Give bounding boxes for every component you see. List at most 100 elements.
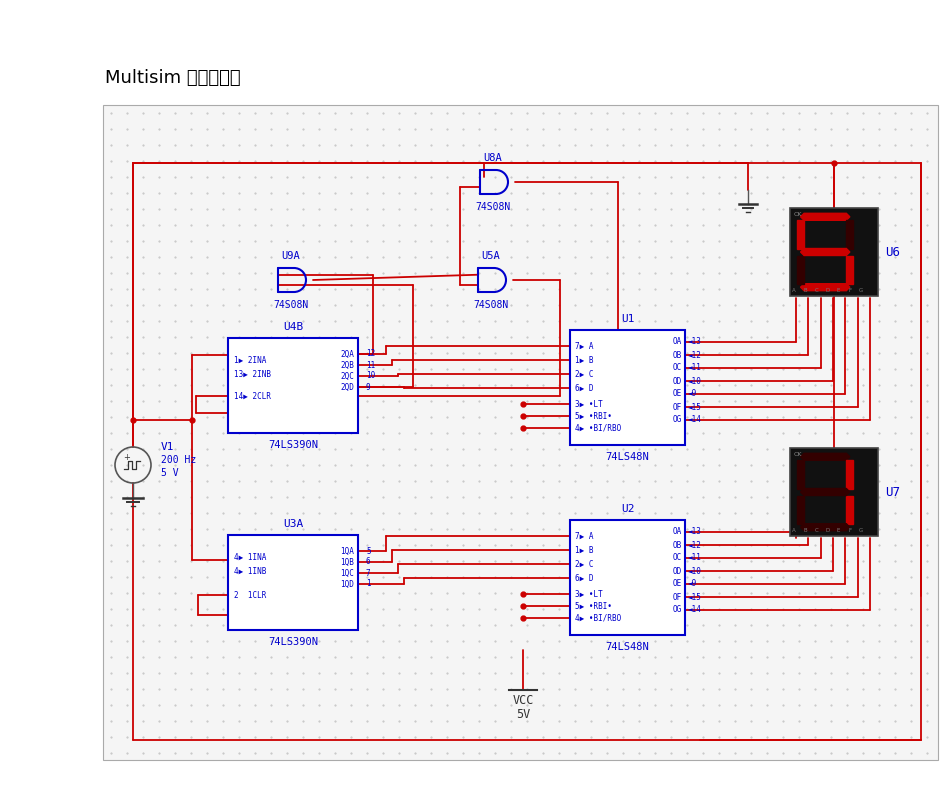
Text: 2  1CLR: 2 1CLR	[234, 591, 266, 599]
Polygon shape	[846, 461, 852, 488]
Text: 1QD: 1QD	[340, 580, 354, 588]
Text: OD: OD	[672, 566, 682, 576]
Text: 2▶ C: 2▶ C	[574, 369, 593, 379]
Text: OG: OG	[672, 606, 682, 615]
Text: 9: 9	[365, 383, 370, 391]
Text: 2QA: 2QA	[340, 349, 354, 359]
Polygon shape	[800, 524, 849, 530]
Text: 74LS390N: 74LS390N	[268, 440, 318, 450]
Polygon shape	[846, 495, 852, 524]
Text: ◄10: ◄10	[687, 566, 701, 576]
Text: U5A: U5A	[480, 251, 499, 261]
Text: 11: 11	[365, 360, 375, 369]
Text: 4▶ 1INB: 4▶ 1INB	[234, 566, 266, 576]
Text: A: A	[791, 529, 795, 534]
Polygon shape	[846, 220, 852, 249]
Text: 10: 10	[365, 372, 375, 380]
Text: +: +	[124, 453, 130, 461]
Text: 3▶ •LT: 3▶ •LT	[574, 589, 602, 599]
Text: U7: U7	[885, 485, 899, 499]
Text: OE: OE	[672, 390, 682, 399]
Text: V1: V1	[160, 442, 175, 452]
Bar	[789, 448, 877, 536]
Text: 1QB: 1QB	[340, 557, 354, 566]
Text: 74S08N: 74S08N	[475, 202, 510, 212]
Bar	[789, 208, 877, 296]
Text: OF: OF	[672, 592, 682, 602]
Text: ◄14: ◄14	[687, 415, 701, 425]
Polygon shape	[800, 214, 849, 220]
Text: 3▶ •LT: 3▶ •LT	[574, 399, 602, 408]
Text: U4B: U4B	[282, 322, 303, 332]
Text: 13▶ 2INB: 13▶ 2INB	[234, 369, 271, 379]
Text: 1QA: 1QA	[340, 546, 354, 556]
Text: ◄10: ◄10	[687, 376, 701, 386]
Text: VCC: VCC	[512, 695, 533, 707]
Text: E: E	[836, 529, 839, 534]
Text: ◄9: ◄9	[687, 580, 697, 588]
Text: F: F	[848, 529, 851, 534]
Text: 2QC: 2QC	[340, 372, 354, 380]
Text: B: B	[802, 529, 806, 534]
Text: ◄15: ◄15	[687, 403, 701, 411]
Text: F: F	[848, 288, 851, 294]
Text: ◄13: ◄13	[687, 527, 701, 537]
Text: D: D	[824, 288, 829, 294]
Text: ◄11: ◄11	[687, 553, 701, 562]
Bar	[228, 338, 358, 433]
Bar	[569, 520, 684, 635]
Bar	[228, 535, 358, 630]
Text: 14▶ 2CLR: 14▶ 2CLR	[234, 391, 271, 400]
Text: 1▶ B: 1▶ B	[574, 545, 593, 554]
Polygon shape	[800, 488, 849, 495]
Text: U1: U1	[620, 314, 633, 324]
Polygon shape	[796, 220, 803, 249]
Text: OF: OF	[672, 403, 682, 411]
Text: ◄13: ◄13	[687, 337, 701, 346]
Polygon shape	[846, 256, 852, 283]
Text: 7▶ A: 7▶ A	[574, 341, 593, 350]
Text: E: E	[836, 288, 839, 294]
Polygon shape	[796, 256, 803, 283]
Text: 6: 6	[365, 557, 370, 566]
Text: ◄14: ◄14	[687, 606, 701, 615]
Text: U8A: U8A	[483, 153, 501, 163]
Text: 2▶ C: 2▶ C	[574, 560, 593, 569]
Text: 4▶ •BI/RBO: 4▶ •BI/RBO	[574, 423, 620, 433]
Text: 5 V: 5 V	[160, 468, 178, 478]
Text: 5▶ •RBI•: 5▶ •RBI•	[574, 602, 612, 611]
Text: 74LS48N: 74LS48N	[605, 642, 649, 652]
Text: 200 Hz: 200 Hz	[160, 455, 196, 465]
Text: 5▶ •RBI•: 5▶ •RBI•	[574, 411, 612, 421]
Text: Multisim 仿真图如下: Multisim 仿真图如下	[105, 69, 241, 87]
Text: 7: 7	[365, 569, 370, 577]
Text: U6: U6	[885, 245, 899, 259]
Polygon shape	[800, 283, 849, 291]
Text: ◄9: ◄9	[687, 390, 697, 399]
Text: C: C	[814, 529, 818, 534]
Text: 6▶ D: 6▶ D	[574, 573, 593, 583]
Text: 1▶ B: 1▶ B	[574, 356, 593, 364]
Text: OD: OD	[672, 376, 682, 386]
Text: 7▶ A: 7▶ A	[574, 531, 593, 541]
Text: 74LS390N: 74LS390N	[268, 637, 318, 647]
Text: 1: 1	[365, 580, 370, 588]
Text: OB: OB	[672, 541, 682, 549]
Polygon shape	[800, 249, 849, 256]
Text: 5V: 5V	[515, 707, 530, 720]
Text: G: G	[858, 288, 862, 294]
Text: OA: OA	[672, 337, 682, 346]
Text: ◄12: ◄12	[687, 541, 701, 549]
Text: 2QB: 2QB	[340, 360, 354, 369]
Text: ◄15: ◄15	[687, 592, 701, 602]
Text: CK: CK	[793, 213, 801, 218]
Text: D: D	[824, 529, 829, 534]
Text: OG: OG	[672, 415, 682, 425]
Text: ◄11: ◄11	[687, 364, 701, 372]
Text: 1▶ 2INA: 1▶ 2INA	[234, 356, 266, 364]
Polygon shape	[796, 461, 803, 488]
Text: U3A: U3A	[282, 519, 303, 529]
Text: A: A	[791, 288, 795, 294]
Text: G: G	[858, 529, 862, 534]
Text: 74S08N: 74S08N	[473, 300, 508, 310]
